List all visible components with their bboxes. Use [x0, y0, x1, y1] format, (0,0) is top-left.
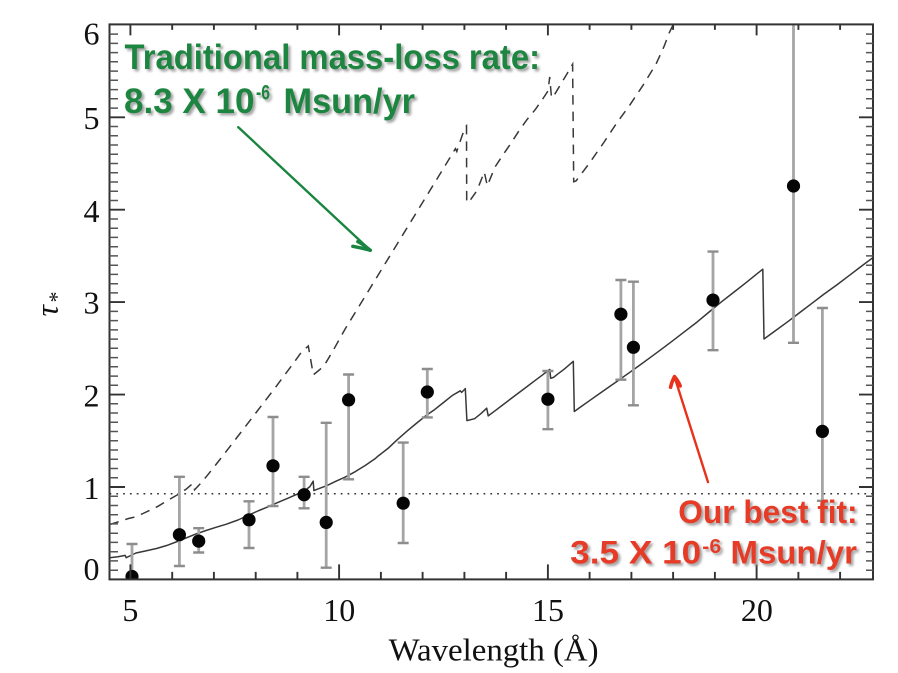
svg-text:4: 4 [84, 193, 100, 229]
svg-text:Msun/yr: Msun/yr [731, 534, 857, 570]
svg-text:-6: -6 [256, 82, 270, 105]
svg-text:6: 6 [84, 15, 100, 51]
svg-text:15: 15 [532, 592, 564, 628]
svg-text:3.5 X 10: 3.5 X 10 [570, 534, 701, 570]
svg-text:Wavelength (Å): Wavelength (Å) [389, 631, 599, 667]
svg-text:10: 10 [323, 592, 355, 628]
svg-text:Traditional mass-loss rate:: Traditional mass-loss rate: [125, 38, 541, 77]
svg-text:0: 0 [84, 551, 100, 587]
svg-text:Our best fit:: Our best fit: [678, 494, 857, 530]
svg-text:1: 1 [84, 470, 100, 506]
svg-text:3: 3 [84, 285, 100, 321]
svg-text:2: 2 [84, 378, 100, 414]
svg-text:5: 5 [122, 592, 138, 628]
svg-text:Msun/yr: Msun/yr [284, 82, 416, 121]
svg-text:-6: -6 [702, 536, 721, 558]
svg-text:8.3 X 10: 8.3 X 10 [124, 82, 255, 121]
svg-text:20: 20 [741, 592, 773, 628]
svg-text:5: 5 [84, 100, 100, 136]
